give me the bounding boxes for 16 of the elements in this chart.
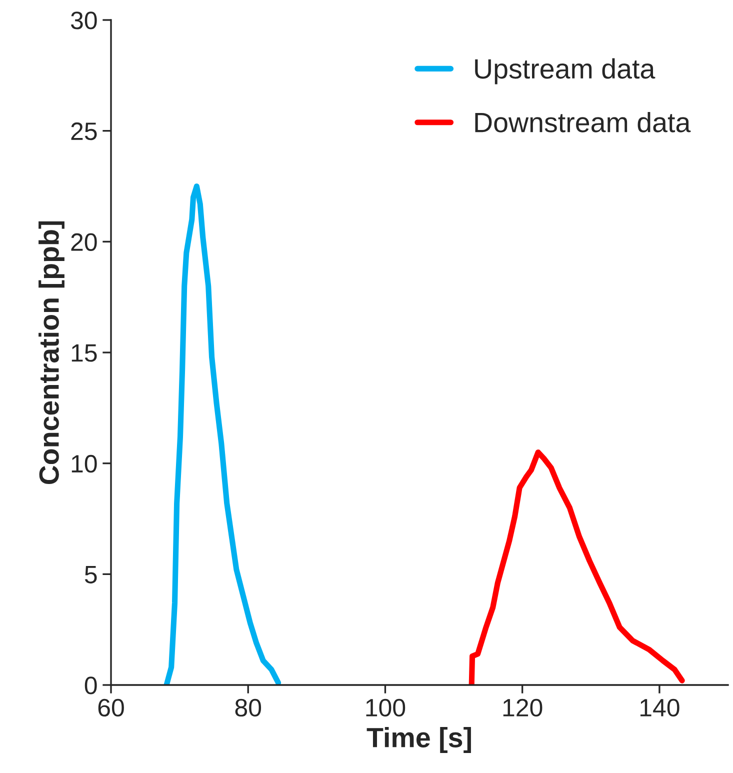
y-tick-label: 20 bbox=[71, 233, 97, 251]
y-axis-title: Concentration [ppb] bbox=[38, 221, 64, 484]
x-axis-title: Time [s] bbox=[366, 727, 471, 753]
legend-label: Upstream data bbox=[475, 58, 656, 84]
x-tick-label: 140 bbox=[640, 698, 680, 717]
y-tick-label: 5 bbox=[84, 566, 97, 584]
x-tick-label: 80 bbox=[235, 698, 262, 717]
y-tick-label: 25 bbox=[71, 122, 97, 140]
x-tick-label: 120 bbox=[503, 698, 542, 717]
x-tick-label: 100 bbox=[366, 698, 406, 717]
legend-label: Downstream data bbox=[475, 112, 691, 132]
y-tick-label: 15 bbox=[72, 344, 97, 362]
y-tick-label: 0 bbox=[84, 676, 97, 694]
y-tick-label: 30 bbox=[70, 12, 97, 30]
y-tick-label: 10 bbox=[72, 454, 97, 473]
x-tick-label: 60 bbox=[98, 698, 124, 717]
